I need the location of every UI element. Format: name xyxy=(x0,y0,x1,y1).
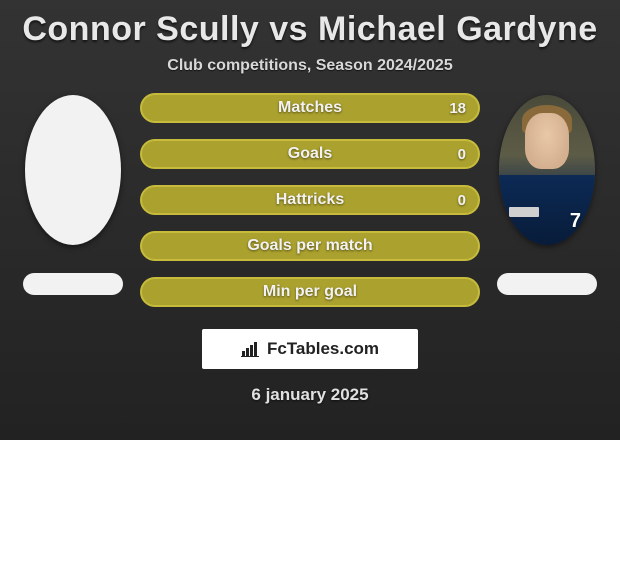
stat-bar-matches: Matches 18 xyxy=(140,93,480,123)
player-right-avatar: 7 xyxy=(499,95,595,245)
branding-text: FcTables.com xyxy=(267,339,379,359)
lower-whitespace xyxy=(0,440,620,580)
stat-right-value: 0 xyxy=(458,192,466,209)
stat-right-value: 0 xyxy=(458,146,466,163)
comparison-card: Connor Scully vs Michael Gardyne Club co… xyxy=(0,0,620,440)
player-right-column: 7 xyxy=(492,93,602,295)
bar-chart-icon xyxy=(241,341,261,357)
stat-bars: Matches 18 Goals 0 Hattricks 0 Goals per… xyxy=(140,93,480,307)
player-left-avatar xyxy=(25,95,121,245)
stat-label: Matches xyxy=(278,99,342,117)
player-right-shirt-number: 7 xyxy=(570,210,581,233)
player-left-column xyxy=(18,93,128,295)
branding-badge: FcTables.com xyxy=(202,329,418,369)
stat-right-value: 18 xyxy=(449,100,466,117)
footer-date: 6 january 2025 xyxy=(0,369,620,405)
player-right-name-pill xyxy=(497,273,597,295)
stat-label: Min per goal xyxy=(263,283,357,301)
stat-bar-hattricks: Hattricks 0 xyxy=(140,185,480,215)
stat-bar-goals: Goals 0 xyxy=(140,139,480,169)
stat-label: Goals per match xyxy=(247,237,372,255)
stat-bar-min-per-goal: Min per goal xyxy=(140,277,480,307)
subtitle: Club competitions, Season 2024/2025 xyxy=(0,57,620,93)
player-left-name-pill xyxy=(23,273,123,295)
stat-label: Goals xyxy=(288,145,332,163)
player-right-photo: 7 xyxy=(499,95,595,245)
page-title: Connor Scully vs Michael Gardyne xyxy=(0,6,620,57)
stat-bar-goals-per-match: Goals per match xyxy=(140,231,480,261)
content-row: Matches 18 Goals 0 Hattricks 0 Goals per… xyxy=(0,93,620,307)
stat-label: Hattricks xyxy=(276,191,344,209)
